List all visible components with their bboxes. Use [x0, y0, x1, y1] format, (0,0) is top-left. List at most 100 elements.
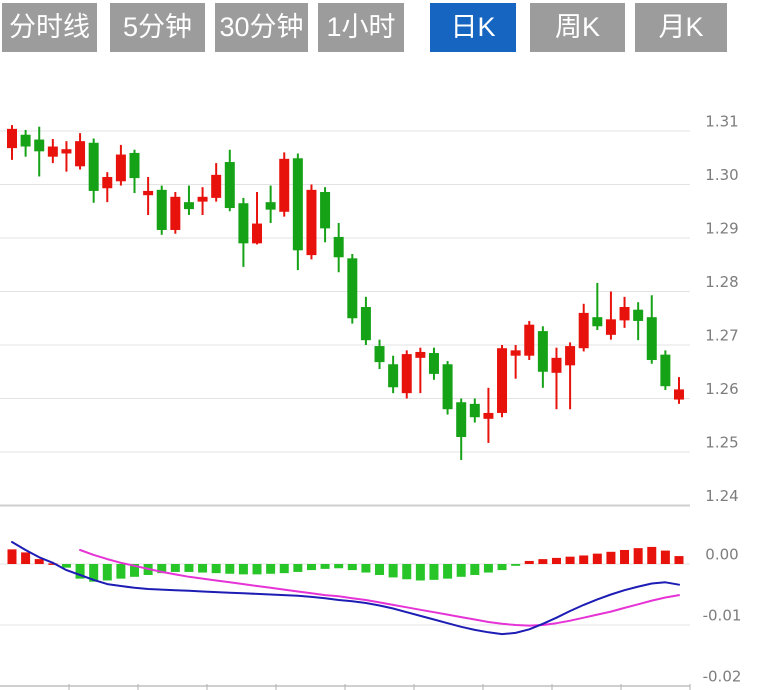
candle-body	[374, 346, 385, 363]
price-axis-label: 1.29	[705, 220, 738, 238]
macd-bar-down	[157, 564, 167, 574]
macd-bar-down	[293, 564, 303, 572]
macd-bar-up	[34, 559, 44, 564]
macd-bar-up	[21, 552, 31, 564]
macd-bar-down	[388, 564, 398, 578]
price-axis-label: 1.30	[705, 166, 738, 184]
macd-bar-down	[225, 564, 235, 574]
candle-body	[497, 348, 508, 413]
macd-bar-down	[266, 564, 276, 574]
macd-bar-up	[7, 549, 17, 564]
candle-body	[252, 223, 263, 244]
candle-body	[306, 189, 317, 256]
macd-bar-down	[89, 564, 99, 582]
candle-body	[143, 190, 154, 196]
macd-bar-down	[279, 564, 289, 574]
macd-bar-down	[198, 564, 208, 573]
macd-line-magenta	[79, 549, 680, 627]
macd-bar-down	[483, 564, 493, 573]
candle-body	[20, 134, 31, 147]
candle-body	[401, 354, 412, 394]
macd-bar-down	[102, 564, 112, 581]
candle-body	[415, 351, 426, 358]
macd-bar-up	[592, 553, 602, 564]
candle-body	[183, 202, 194, 210]
candle-body	[320, 191, 331, 229]
macd-line-blue	[11, 541, 680, 636]
candle-body	[224, 162, 235, 209]
tab-daily-k[interactable]: 日K	[430, 3, 516, 52]
interval-tabbar: 分时线 5分钟 30分钟 1小时 日K 周K 月K	[0, 0, 757, 56]
price-axis-label: 1.27	[705, 327, 738, 345]
macd-bar-up	[606, 551, 616, 564]
tab-monthly-k[interactable]: 月K	[635, 3, 727, 52]
macd-bar-up	[579, 555, 589, 564]
macd-bar-down	[497, 564, 507, 571]
candle-body	[673, 389, 684, 400]
macd-bar-up	[674, 556, 684, 564]
candle-body	[592, 317, 603, 327]
macd-bar-down	[130, 564, 140, 577]
macd-bar-down	[361, 564, 371, 573]
candle-body	[347, 258, 358, 319]
macd-bar-down	[116, 564, 126, 579]
macd-bar-up	[538, 559, 548, 564]
candle-body	[333, 236, 344, 258]
macd-bar-down	[184, 564, 194, 572]
candle-body	[428, 353, 439, 374]
macd-bar-up	[565, 556, 575, 564]
macd-bar-down	[347, 564, 357, 571]
macd-bar-up	[633, 548, 643, 564]
macd-bar-down	[470, 564, 480, 575]
candle-body	[102, 177, 113, 189]
candle-body	[292, 158, 303, 251]
candle-body	[156, 189, 167, 230]
candle-body	[442, 364, 453, 410]
candle-body	[88, 142, 99, 191]
price-axis-label: 1.26	[705, 380, 738, 398]
candle-body	[197, 196, 208, 202]
price-axis-label: 1.28	[705, 273, 738, 291]
macd-bar-down	[75, 564, 85, 579]
candle-body	[360, 307, 371, 341]
candle-body	[265, 202, 276, 210]
macd-bar-down	[443, 564, 453, 579]
candle-body	[565, 346, 576, 366]
macd-bar-up	[48, 563, 58, 565]
macd-bar-down	[511, 564, 521, 566]
tab-time-share[interactable]: 分时线	[2, 3, 97, 52]
candle-body	[129, 152, 140, 179]
candle-body	[510, 350, 521, 356]
macd-bar-up	[620, 549, 630, 564]
macd-bar-up	[660, 550, 670, 564]
macd-bar-up	[647, 546, 657, 564]
candle-body	[238, 203, 249, 244]
candle-body	[551, 357, 562, 373]
price-axis-label: 1.31	[705, 113, 738, 131]
macd-bar-down	[320, 564, 330, 569]
tab-30min[interactable]: 30分钟	[215, 3, 308, 52]
macd-bar-down	[252, 564, 262, 575]
candle-body	[61, 149, 72, 154]
macd-bar-down	[402, 564, 412, 580]
tab-5min[interactable]: 5分钟	[110, 3, 205, 52]
candle-body	[388, 364, 399, 388]
tab-weekly-k[interactable]: 周K	[530, 3, 625, 52]
macd-bar-down	[211, 564, 221, 574]
candle-body	[605, 319, 616, 335]
tab-1hour[interactable]: 1小时	[318, 3, 404, 52]
macd-axis-label: 0.00	[705, 546, 738, 564]
candle-body	[115, 154, 126, 182]
candle-body	[619, 307, 630, 321]
candle-body	[578, 312, 589, 349]
candle-body	[34, 139, 45, 152]
macd-axis-label: -0.01	[703, 607, 742, 625]
macd-bar-down	[306, 564, 316, 571]
macd-bar-down	[429, 564, 439, 580]
candle-body	[524, 324, 535, 356]
candle-body	[211, 174, 222, 198]
candle-body	[646, 317, 657, 360]
candle-body	[75, 141, 86, 167]
